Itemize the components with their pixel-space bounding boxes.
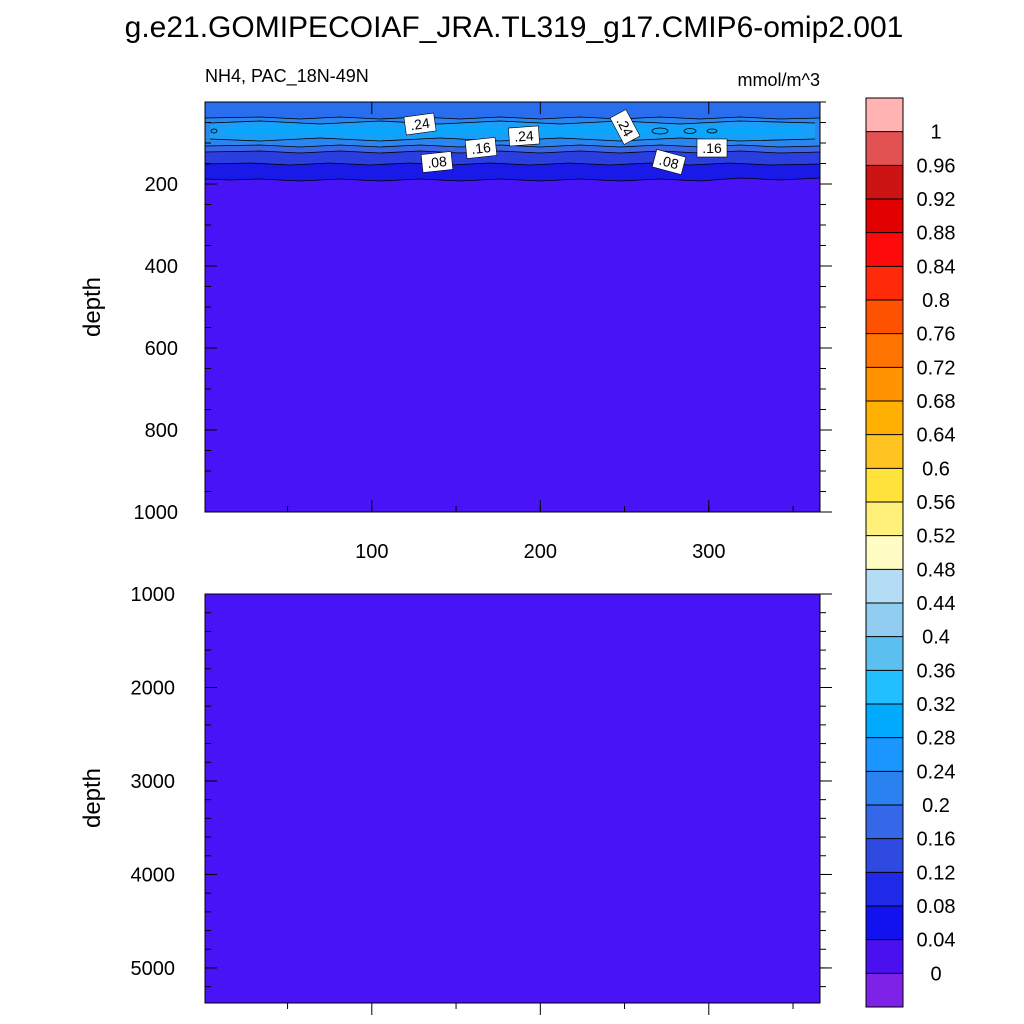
contour-label: .16: [464, 137, 498, 159]
colorbar-swatch: [866, 165, 903, 200]
colorbar-label: 0.08: [917, 896, 956, 918]
colorbar-label: 0.04: [917, 930, 956, 952]
colorbar-label: 0.24: [917, 761, 956, 783]
lower-ytick-label: 3000: [131, 771, 176, 793]
colorbar-swatch: [866, 569, 903, 604]
colorbar-swatch: [866, 771, 903, 806]
colorbar-label: 0.52: [917, 526, 956, 548]
colorbar-label: 0.56: [917, 492, 956, 514]
svg-text:.08: .08: [426, 153, 447, 171]
colorbar-label: 0.6: [922, 458, 950, 480]
colorbar-swatch: [866, 266, 903, 301]
colorbar-label: 0.72: [917, 357, 956, 379]
svg-text:.08: .08: [658, 152, 681, 173]
upper-ytick-label: 600: [145, 338, 178, 360]
colorbar-label: 0.12: [917, 862, 956, 884]
upper-y-axis-label: depth: [79, 277, 106, 337]
contour-label: .24: [508, 125, 540, 147]
colorbar-frame: [865, 97, 904, 1008]
lower-y-axis-label: depth: [79, 768, 106, 828]
upper-ytick-label: 400: [145, 256, 178, 278]
colorbar-swatch: [866, 939, 903, 974]
colorbar-label: 0.68: [917, 391, 956, 413]
colorbar-label: 0: [930, 963, 941, 985]
panel-subtitle-left: NH4, PAC_18N-49N: [205, 66, 369, 87]
contour-label: .24: [609, 109, 641, 145]
colorbar-swatch: [866, 434, 903, 469]
colorbar-label: 0.36: [917, 660, 956, 682]
colorbar-label: 0.48: [917, 559, 956, 581]
colorbar-swatch: [866, 838, 903, 873]
panel-units-label: mmol/m^3: [738, 70, 820, 90]
colorbar-label: 0.92: [917, 189, 956, 211]
upper-ytick-label: 1000: [134, 502, 179, 524]
colorbar-swatch: [866, 300, 903, 335]
colorbar-label: 0.88: [917, 223, 956, 245]
lower-plot-frame: [204, 593, 821, 1004]
colorbar: 1 0.96 0.92 0.88 0.84 0.8 0.76 0.72 0.68 0.64 0.6 0…: [865, 97, 956, 1008]
svg-text:.24: .24: [409, 115, 431, 134]
colorbar-swatch: [866, 872, 903, 907]
lower-ytick-label: 5000: [131, 958, 176, 980]
colorbar-swatch: [866, 401, 903, 436]
colorbar-swatch: [866, 367, 903, 402]
colorbar-swatch: [866, 906, 903, 941]
contour-band-surface: [205, 102, 820, 119]
upper-xtick-label: 100: [355, 541, 388, 563]
colorbar-swatch: [866, 670, 903, 705]
colorbar-swatch: [866, 232, 903, 267]
colorbar-label: 0.28: [917, 728, 956, 750]
colorbar-swatch: [866, 636, 903, 671]
lower-ytick-label: 4000: [131, 864, 176, 886]
colorbar-swatch: [866, 973, 903, 1008]
colorbar-label: 0.32: [917, 694, 956, 716]
lower-deep-fill: [205, 594, 820, 1003]
colorbar-swatch: [866, 737, 903, 772]
contour-label: .08: [420, 151, 454, 173]
colorbar-swatch: [866, 131, 903, 166]
colorbar-label: 0.4: [922, 627, 950, 649]
upper-panel: .24 .16 .24 .08 .24 .08 .16 200 400 600 800 1000 1…: [79, 101, 832, 563]
main-title: g.e21.GOMIPECOIAF_JRA.TL319_g17.CMIP6-om…: [125, 11, 904, 44]
colorbar-label: 0.2: [922, 795, 950, 817]
colorbar-swatch: [866, 603, 903, 638]
colorbar-label: 0.84: [917, 256, 956, 278]
upper-ytick-label: 800: [145, 420, 178, 442]
upper-ytick-label: 200: [145, 174, 178, 196]
colorbar-label: 0.8: [922, 290, 950, 312]
colorbar-swatch: [866, 502, 903, 537]
contour-label: .24: [403, 112, 437, 136]
colorbar-swatch: [866, 468, 903, 503]
svg-text:.16: .16: [470, 139, 491, 157]
colorbar-swatch: [866, 704, 903, 739]
colorbar-label: 1: [930, 122, 941, 144]
colorbar-label: 0.96: [917, 155, 956, 177]
colorbar-swatch: [866, 333, 903, 368]
colorbar-swatch: [866, 535, 903, 570]
lower-panel: 1000 2000 3000 4000 5000 depth: [79, 584, 832, 1015]
colorbar-label: 0.64: [917, 425, 956, 447]
colorbar-label: 0.44: [917, 593, 956, 615]
contour-label: .08: [651, 149, 687, 175]
contour-lines: [204, 116, 821, 182]
colorbar-swatch: [866, 199, 903, 234]
contour-label: .16: [696, 138, 728, 158]
svg-text:.24: .24: [514, 127, 535, 144]
colorbar-label: 0.16: [917, 829, 956, 851]
lower-ytick-label: 2000: [131, 677, 176, 699]
svg-text:.16: .16: [702, 140, 722, 156]
upper-xtick-label: 300: [692, 541, 725, 563]
lower-ytick-label: 1000: [131, 584, 176, 606]
colorbar-swatch: [866, 805, 903, 840]
colorbar-swatch: [866, 98, 903, 133]
colorbar-label: 0.76: [917, 324, 956, 346]
upper-xtick-label: 200: [524, 541, 557, 563]
